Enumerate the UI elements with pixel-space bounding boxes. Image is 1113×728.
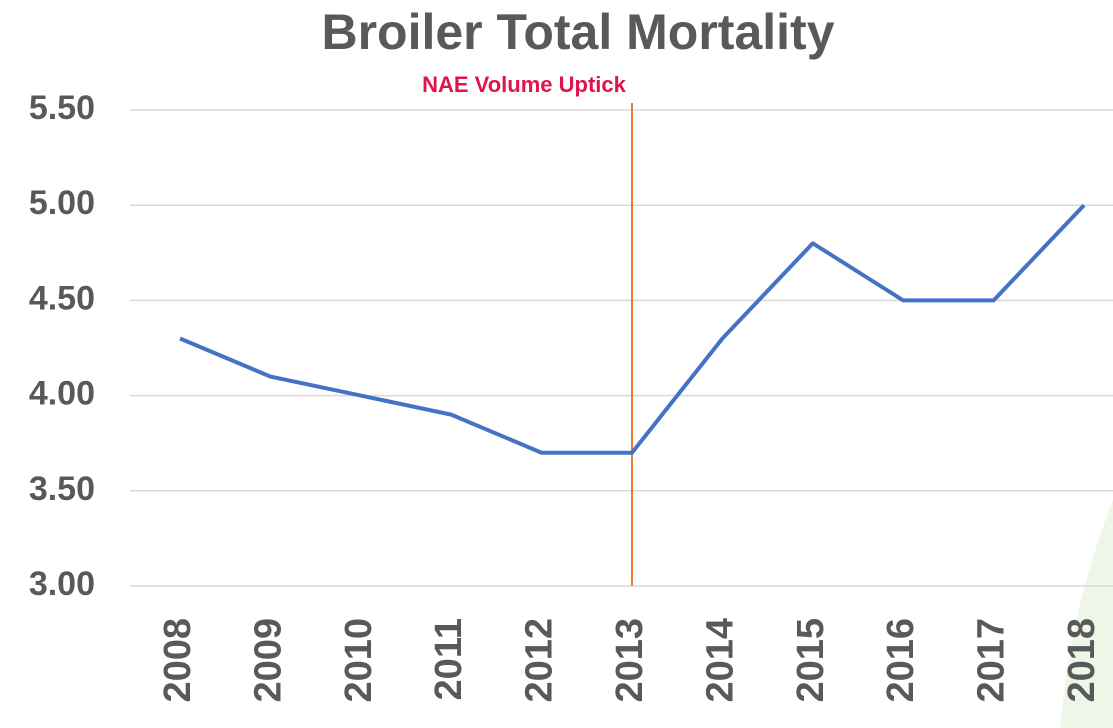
x-tick-label: 2012	[519, 618, 561, 703]
y-tick-label: 4.00	[29, 375, 95, 413]
x-tick-label: 2016	[880, 618, 922, 703]
y-tick-label: 5.00	[29, 184, 95, 222]
y-tick-label: 4.50	[29, 279, 95, 317]
x-tick-label: 2011	[428, 618, 470, 700]
x-tick-label: 2018	[1061, 618, 1103, 703]
x-tick-label: 2013	[609, 618, 651, 703]
y-tick-label: 3.50	[29, 470, 95, 508]
y-tick-label: 3.00	[29, 565, 95, 603]
x-tick-label: 2014	[699, 618, 741, 703]
annotation-label: NAE Volume Uptick	[422, 72, 627, 97]
y-tick-label: 5.50	[29, 89, 95, 127]
chart-title: Broiler Total Mortality	[321, 4, 834, 60]
data-line	[179, 203, 1086, 455]
x-tick-label: 2009	[247, 618, 289, 703]
x-tick-label: 2010	[338, 618, 380, 703]
x-tick-label: 2017	[971, 618, 1013, 703]
x-tick-label: 2008	[157, 618, 199, 703]
background-decoration	[1060, 500, 1113, 728]
x-tick-label: 2015	[790, 618, 832, 703]
